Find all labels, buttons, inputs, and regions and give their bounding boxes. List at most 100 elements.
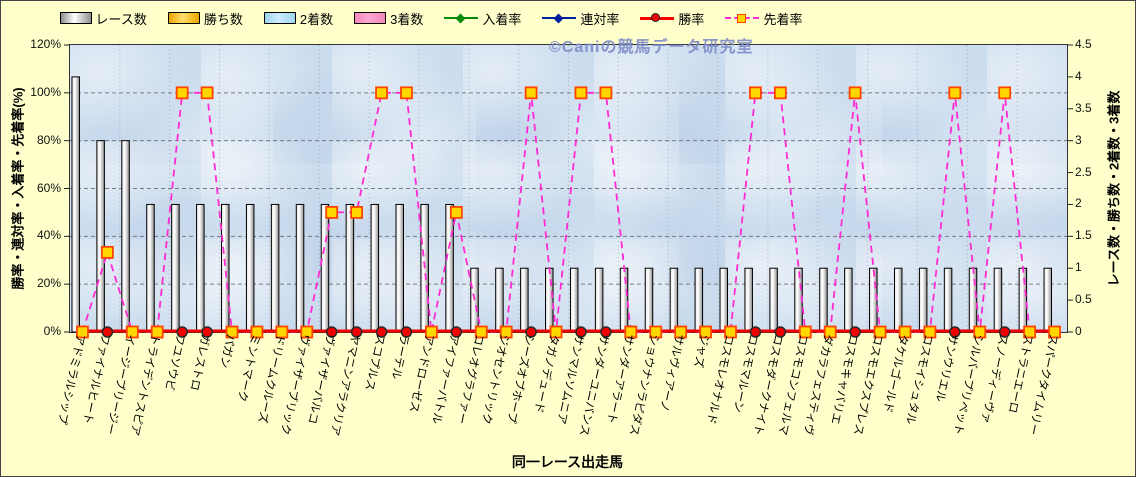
race-count-bar <box>619 267 629 333</box>
senchaku-rate-marker <box>350 206 364 219</box>
senchaku-rate-marker <box>599 86 613 100</box>
legend-item: 3着数 <box>354 9 423 28</box>
win-rate-marker <box>600 326 612 338</box>
senchaku-rate-marker <box>1048 325 1061 339</box>
race-count-bar <box>520 267 529 333</box>
win-rate-marker <box>949 326 961 338</box>
category-label: スコプルス <box>361 332 386 392</box>
left-tick-label: 120% <box>30 37 61 51</box>
left-tick-label: 100% <box>30 84 61 99</box>
senchaku-rate-marker <box>848 86 862 100</box>
win-rate-marker <box>101 326 114 338</box>
race-count-bar <box>993 267 1003 333</box>
senchaku-rate-marker <box>574 86 588 100</box>
win-rate-marker <box>525 326 537 338</box>
race-count-bar <box>819 267 828 333</box>
right-tick-label: 1.5 <box>1075 228 1092 243</box>
senchaku-rate-marker <box>225 325 239 339</box>
race-count-bar <box>71 76 80 333</box>
win-rate-marker <box>350 326 363 338</box>
category-label: ジャズ <box>690 332 710 369</box>
senchaku-rate-marker <box>425 325 438 339</box>
right-tick-label: 2 <box>1075 196 1082 211</box>
race-count-bar <box>943 267 953 333</box>
category-label: サンウリエル <box>932 332 959 403</box>
senchaku-rate-marker <box>1023 325 1037 339</box>
right-tick-label: 0 <box>1075 324 1082 338</box>
senchaku-rate-marker <box>923 325 937 339</box>
legend-bar-key <box>167 12 200 24</box>
senchaku-rate-marker <box>674 325 688 339</box>
right-tick-label: 2.5 <box>1075 164 1092 179</box>
race-count-bar <box>196 203 205 333</box>
race-count-bar <box>1018 267 1028 333</box>
senchaku-rate-marker <box>973 325 987 339</box>
senchaku-rate-marker <box>449 206 463 219</box>
right-tick-label: 3.5 <box>1075 100 1092 115</box>
senchaku-rate-marker <box>898 325 912 339</box>
senchaku-rate-marker <box>200 86 214 100</box>
senchaku-rate-marker <box>823 325 837 339</box>
race-count-bar <box>96 140 105 333</box>
senchaku-rate-marker <box>649 325 663 339</box>
senchaku-rate-marker <box>998 86 1012 100</box>
senchaku-rate-marker <box>300 325 314 339</box>
left-tick-label: 60% <box>36 180 61 195</box>
race-count-bar <box>694 267 704 333</box>
category-label: ラーテル <box>389 332 411 381</box>
legend-label: 勝ち数 <box>203 11 243 27</box>
race-count-bar <box>545 267 554 333</box>
senchaku-rate-marker <box>250 325 264 339</box>
legend-label: レース数 <box>95 11 147 27</box>
race-count-bar <box>569 267 579 333</box>
legend-label: 2着数 <box>299 11 334 27</box>
race-count-bar <box>769 267 778 333</box>
race-count-bar <box>395 203 404 333</box>
senchaku-rate-marker <box>499 325 513 339</box>
win-rate-marker <box>375 326 388 338</box>
senchaku-rate-marker <box>549 325 563 339</box>
legend: レース数 勝ち数 2着数 3着数 入着率 連対率 勝率 先着率 <box>51 7 811 29</box>
legend-item: 勝率 <box>640 9 704 28</box>
race-count-bar <box>644 267 654 333</box>
legend-label: 勝率 <box>678 11 705 27</box>
senchaku-rate-marker <box>724 325 737 339</box>
senchaku-rate-marker <box>375 86 388 100</box>
plot-area <box>64 44 1073 339</box>
race-count-bar <box>171 203 180 333</box>
category-label: フユソウビ <box>162 332 187 392</box>
race-count-bar <box>1043 267 1053 333</box>
senchaku-rate-marker <box>524 86 538 100</box>
race-count-bar <box>245 203 255 333</box>
senchaku-rate-marker <box>948 86 962 100</box>
right-tick-label: 4 <box>1075 68 1082 83</box>
legend-item: 2着数 <box>263 9 334 28</box>
legend-item: レース数 <box>59 9 147 28</box>
legend-line-key <box>725 12 760 24</box>
legend-bar-key <box>354 12 387 24</box>
left-tick-label: 40% <box>36 228 61 243</box>
senchaku-rate-marker <box>798 325 812 339</box>
legend-label: 3着数 <box>390 11 424 27</box>
race-count-bar <box>918 267 928 333</box>
legend-label: 入着率 <box>482 11 522 27</box>
left-tick-label: 80% <box>36 132 61 147</box>
legend-item: 連対率 <box>542 9 619 28</box>
legend-label: 先着率 <box>763 11 803 27</box>
win-rate-marker <box>325 326 338 338</box>
category-label: ガレストロ <box>187 332 212 392</box>
race-count-bar <box>270 203 280 333</box>
right-tick-label: 1 <box>1075 260 1082 275</box>
x-axis-title: 同一レース出走馬 <box>511 454 624 470</box>
win-rate-marker <box>575 326 587 338</box>
legend-line-key <box>444 12 479 24</box>
senchaku-rate-marker <box>474 325 488 339</box>
senchaku-rate-marker <box>624 325 638 339</box>
win-rate-marker <box>849 326 861 338</box>
legend-item: 先着率 <box>725 9 802 28</box>
win-rate-marker <box>400 326 413 338</box>
legend-bar-key <box>263 12 296 24</box>
right-tick-label: 4.5 <box>1075 37 1092 51</box>
senchaku-rate-marker <box>175 86 189 100</box>
chart-svg <box>64 44 1073 339</box>
